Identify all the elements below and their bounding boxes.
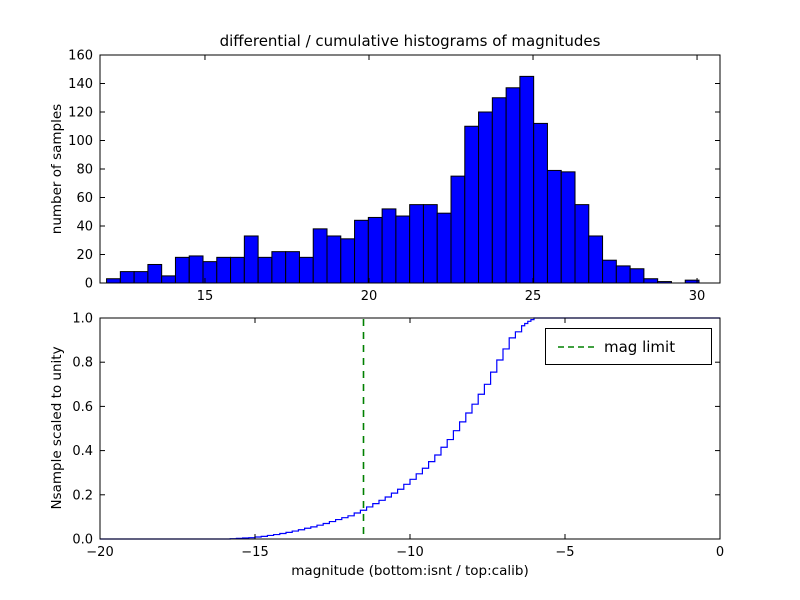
svg-text:0.8: 0.8 bbox=[72, 356, 93, 371]
svg-text:0: 0 bbox=[85, 277, 93, 292]
svg-text:80: 80 bbox=[76, 163, 93, 178]
svg-text:1.0: 1.0 bbox=[72, 312, 93, 327]
svg-text:30: 30 bbox=[689, 289, 706, 304]
svg-text:25: 25 bbox=[525, 289, 542, 304]
svg-text:140: 140 bbox=[68, 77, 93, 92]
bottom-y-axis-label: Nsample scaled to unity bbox=[49, 346, 65, 510]
svg-text:0.0: 0.0 bbox=[72, 533, 93, 548]
svg-text:160: 160 bbox=[68, 49, 93, 64]
svg-text:0.2: 0.2 bbox=[72, 488, 93, 503]
svg-text:0.6: 0.6 bbox=[72, 400, 93, 415]
svg-text:40: 40 bbox=[76, 220, 93, 235]
chart-title: differential / cumulative histograms of … bbox=[219, 32, 601, 50]
svg-text:0: 0 bbox=[716, 545, 724, 560]
top-y-axis-label: number of samples bbox=[49, 103, 65, 235]
svg-text:−10: −10 bbox=[396, 545, 423, 560]
svg-text:−15: −15 bbox=[241, 545, 268, 560]
svg-text:0.4: 0.4 bbox=[72, 444, 93, 459]
legend-label: mag limit bbox=[604, 337, 676, 356]
svg-text:−20: −20 bbox=[86, 545, 113, 560]
legend-dashed-line-icon bbox=[558, 345, 594, 348]
svg-text:20: 20 bbox=[76, 248, 93, 263]
svg-text:20: 20 bbox=[361, 289, 378, 304]
bottom-x-axis-label: magnitude (bottom:isnt / top:calib) bbox=[291, 563, 529, 579]
legend: mag limit bbox=[545, 328, 712, 365]
svg-text:60: 60 bbox=[76, 191, 93, 206]
svg-text:120: 120 bbox=[68, 106, 93, 121]
svg-text:100: 100 bbox=[68, 134, 93, 149]
svg-text:−5: −5 bbox=[555, 545, 574, 560]
svg-text:15: 15 bbox=[197, 289, 214, 304]
